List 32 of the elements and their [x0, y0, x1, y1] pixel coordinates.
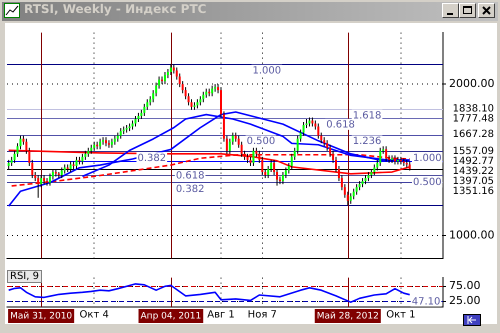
annotation: 1.000 — [412, 152, 442, 164]
y-tick-label: 1000.00 — [449, 228, 494, 242]
annotation: 0.618 — [176, 170, 204, 182]
y-tick-label: 2000.00 — [449, 76, 494, 90]
x-tick-label: Ноя 7 — [248, 310, 277, 321]
ref-line-label: 1351.16 — [452, 186, 494, 197]
ref-line-label: 1777.48 — [452, 113, 494, 124]
x-tick-label: Окт 1 — [386, 310, 416, 321]
annotation: 1.236 — [352, 136, 382, 148]
ref-line-label: Май 28, 2012 — [316, 311, 379, 322]
annotation: 0.500 — [412, 177, 442, 188]
annotation: 0.618 — [326, 119, 355, 130]
ref-line-label: 1397.05 — [452, 176, 494, 187]
ref-line-label: 1492.77 — [452, 156, 494, 167]
chart-title: RSI, 9 — [7, 270, 42, 283]
annotation: 1.618 — [352, 110, 382, 122]
ref-line-label: Май 31, 2010 — [10, 311, 72, 322]
annotation: 0.382 — [176, 184, 204, 196]
ref-line-label: 1838.10 — [452, 103, 494, 114]
y-tick-label: 75.00 — [449, 279, 480, 292]
x-tick-label: Авг 1 — [207, 310, 235, 321]
ref-line-label: 1667.28 — [452, 129, 494, 140]
y-tick-label: 25.00 — [449, 294, 480, 308]
annotation: 1.000 — [252, 65, 282, 76]
ref-line-label: 1439.22 — [452, 166, 494, 177]
chart-title: RTSI, Weekly - Индекс РТС — [24, 2, 206, 16]
x-tick-label: Окт 4 — [80, 310, 109, 321]
annotation: 0.500 — [246, 136, 276, 148]
ref-line-label: 1557.09 — [452, 146, 494, 157]
ref-line-label: Апр 04, 2011 — [140, 311, 202, 322]
annotation: 47.10 — [412, 296, 440, 308]
annotation: 0.382 — [137, 152, 166, 164]
